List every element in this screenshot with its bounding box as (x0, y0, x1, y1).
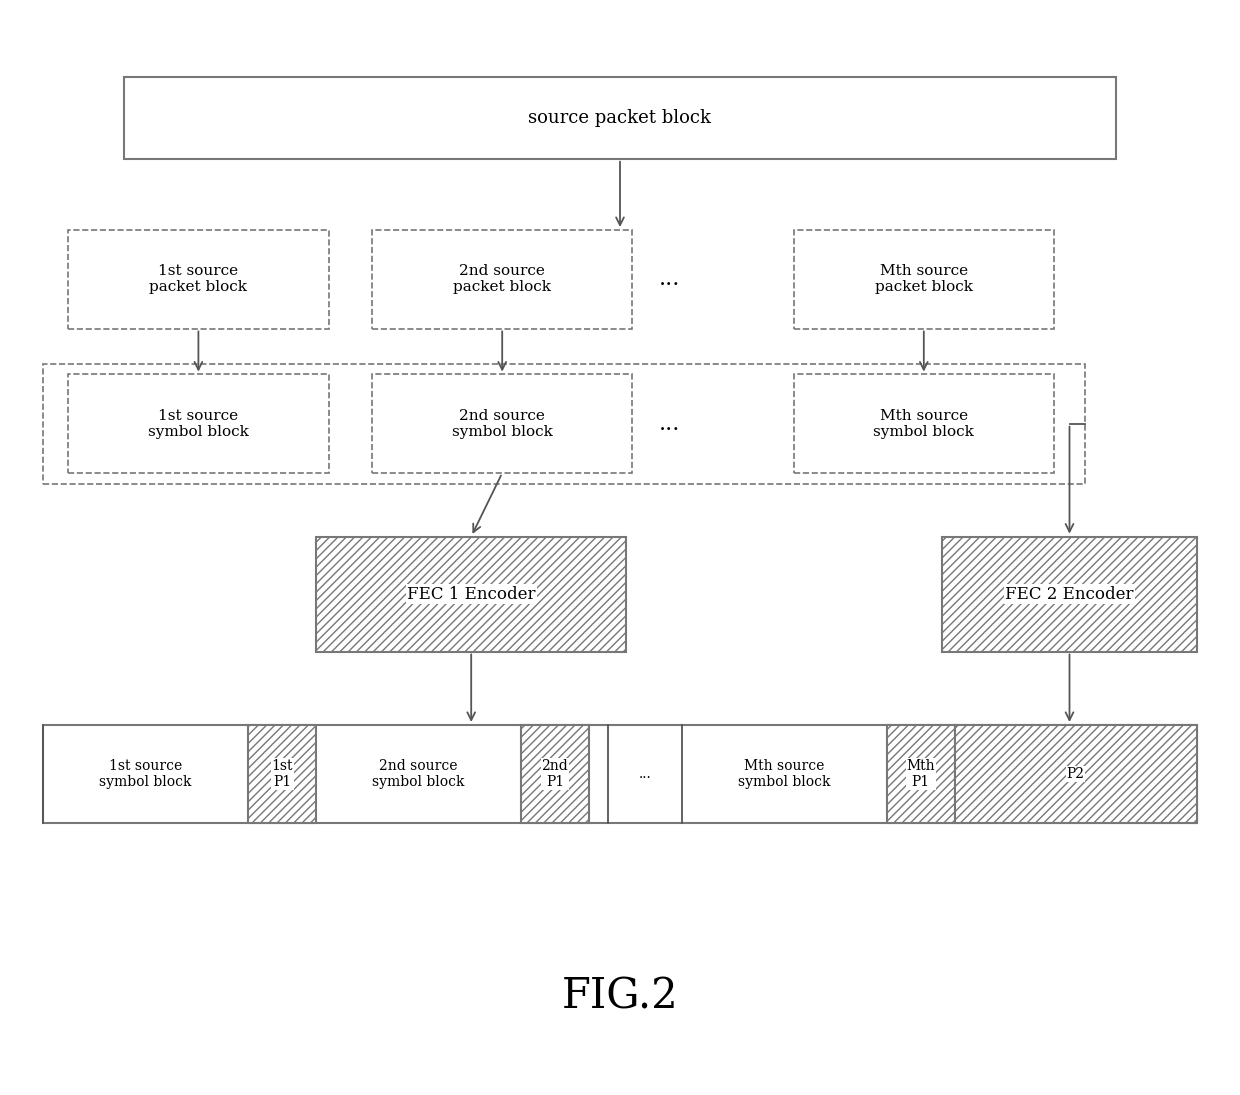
Bar (43, 725, 1197, 823)
Text: 1st source
symbol block: 1st source symbol block (148, 408, 249, 439)
Bar (372, 230, 632, 328)
Text: 2nd source
symbol block: 2nd source symbol block (372, 759, 465, 789)
Text: ...: ... (639, 768, 651, 781)
Text: 2nd source
symbol block: 2nd source symbol block (451, 408, 553, 439)
Bar (887, 725, 955, 823)
Bar (372, 374, 632, 473)
Bar (521, 725, 589, 823)
Text: P2: P2 (1066, 768, 1085, 781)
Text: ...: ... (658, 413, 681, 435)
Bar (794, 230, 1054, 328)
Text: 2nd
P1: 2nd P1 (542, 759, 568, 789)
Text: FEC 1 Encoder: FEC 1 Encoder (407, 586, 536, 602)
Text: Mth source
symbol block: Mth source symbol block (873, 408, 975, 439)
Text: Mth
P1: Mth P1 (906, 759, 935, 789)
Bar (248, 725, 316, 823)
Text: 1st source
symbol block: 1st source symbol block (99, 759, 192, 789)
Bar (68, 374, 329, 473)
Text: 1st
P1: 1st P1 (272, 759, 293, 789)
Bar (794, 374, 1054, 473)
Text: source packet block: source packet block (528, 108, 712, 127)
Bar (316, 537, 626, 652)
Text: ...: ... (658, 268, 681, 290)
Text: FIG.2: FIG.2 (562, 976, 678, 1017)
Bar (955, 725, 1197, 823)
Text: 2nd source
packet block: 2nd source packet block (453, 264, 552, 295)
Text: 1st source
packet block: 1st source packet block (149, 264, 248, 295)
Text: Mth source
symbol block: Mth source symbol block (738, 759, 831, 789)
Bar (68, 230, 329, 328)
Text: FEC 2 Encoder: FEC 2 Encoder (1006, 586, 1133, 602)
Bar (43, 364, 1085, 484)
Bar (124, 77, 1116, 159)
Text: Mth source
packet block: Mth source packet block (874, 264, 973, 295)
Bar (942, 537, 1197, 652)
